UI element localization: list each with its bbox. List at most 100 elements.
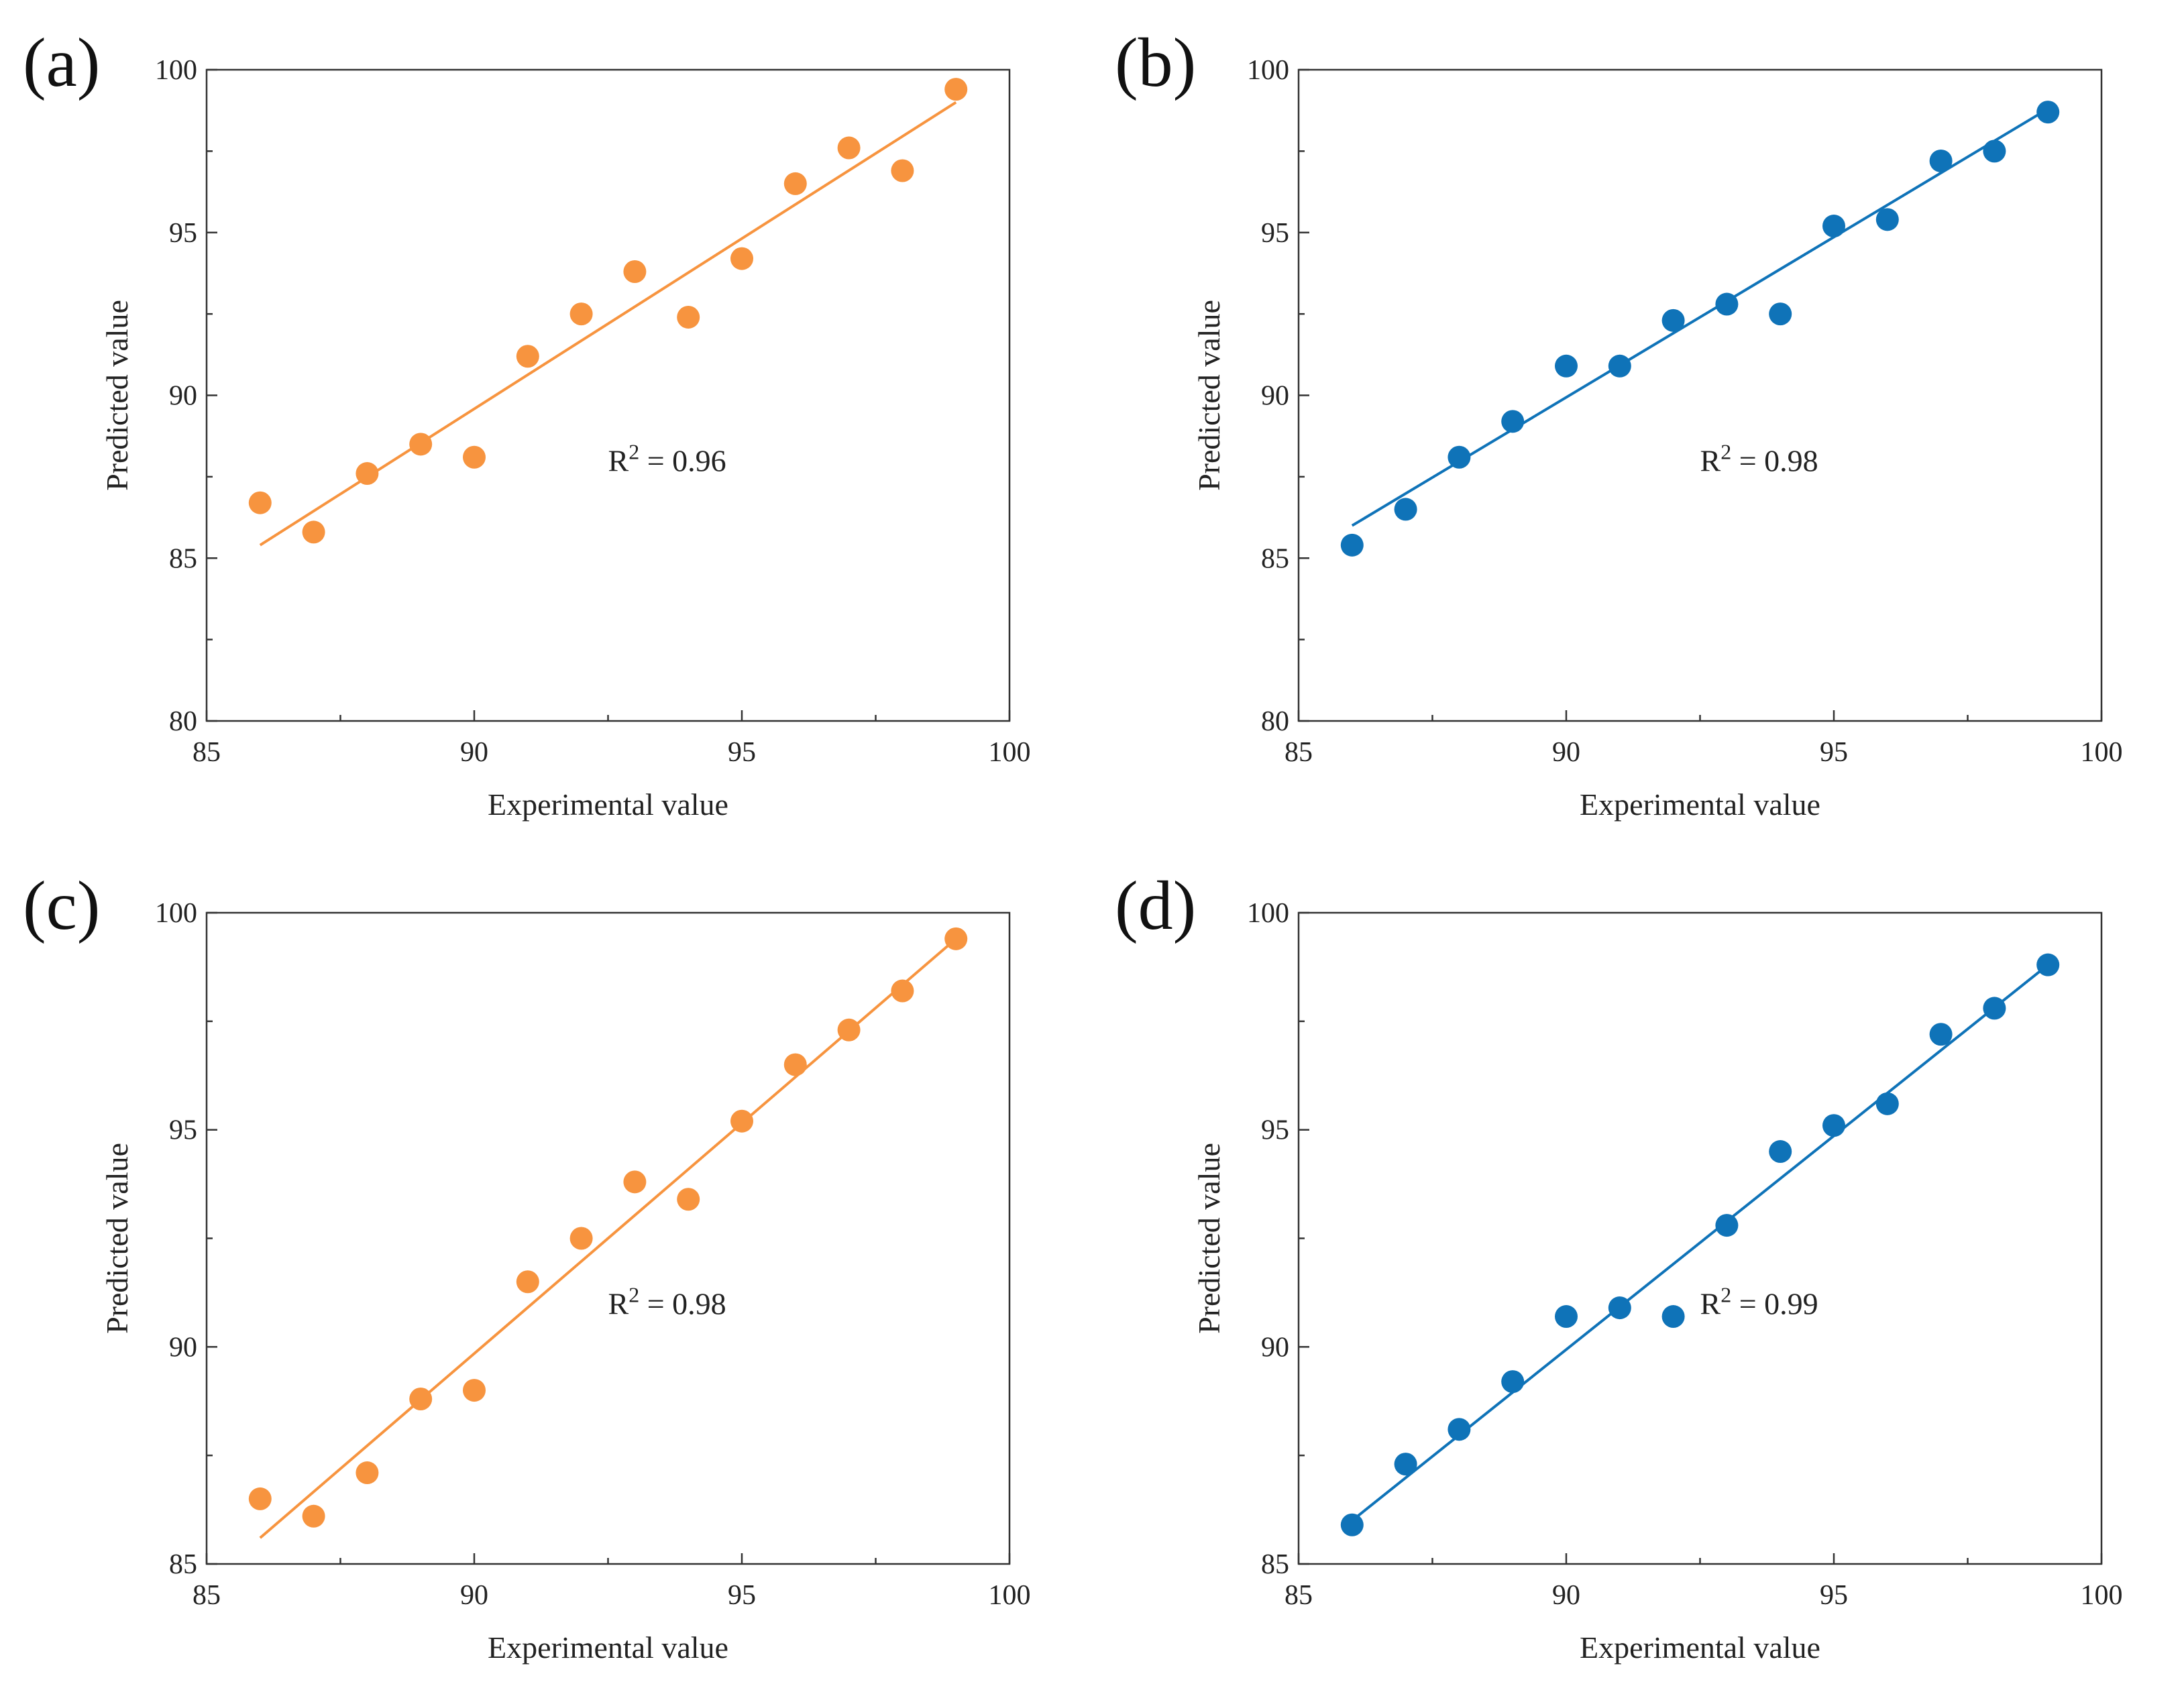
x-tick-label: 100 — [989, 737, 1031, 768]
data-point — [1501, 1370, 1525, 1394]
data-point — [409, 433, 433, 456]
x-tick-label: 95 — [728, 1580, 756, 1611]
data-point — [1501, 410, 1525, 433]
data-point — [1822, 1114, 1845, 1137]
data-point — [1715, 292, 1739, 316]
data-point — [1983, 997, 2006, 1020]
data-point — [1608, 354, 1631, 378]
y-tick-label: 80 — [169, 706, 197, 737]
data-point — [2036, 101, 2060, 124]
chart-svg-c: 85 90 95 100 85 90 95 100 Experimental value Pred… — [23, 867, 1031, 1665]
data-point — [463, 445, 486, 469]
y-axis-label: Predicted value — [1192, 300, 1226, 491]
r-squared-value: = 0.98 — [1731, 444, 1818, 478]
x-tick-label: 100 — [2081, 1580, 2123, 1611]
chart-panel-c: 85 90 95 100 85 90 95 100 Experimental value Pred… — [0, 843, 1092, 1686]
data-point — [1875, 208, 1899, 231]
x-tick-label: 85 — [1285, 737, 1313, 768]
y-tick-label: 100 — [155, 55, 197, 86]
data-point — [1340, 533, 1364, 557]
data-point — [1983, 139, 2006, 163]
plot-frame — [205, 68, 1011, 722]
x-axis-label: Experimental value — [1580, 1630, 1820, 1665]
data-point — [516, 1270, 539, 1294]
r-squared-value: = 0.98 — [639, 1287, 726, 1321]
x-tick-label: 100 — [2081, 737, 2123, 768]
r-squared-symbol: R — [608, 444, 629, 478]
data-point — [891, 979, 914, 1003]
y-axis-label: Predicted value — [100, 1143, 134, 1334]
data-point — [248, 1487, 272, 1510]
data-point — [569, 302, 593, 326]
y-tick-label: 85 — [1261, 543, 1289, 574]
x-tick-label: 95 — [728, 737, 756, 768]
data-point — [730, 247, 753, 270]
data-point — [1769, 1140, 1792, 1164]
x-tick-label: 95 — [1820, 737, 1848, 768]
x-axis-label: Experimental value — [488, 1630, 728, 1665]
y-tick-label: 90 — [169, 381, 197, 412]
data-point — [1875, 1092, 1899, 1115]
data-point — [730, 1109, 753, 1133]
x-tick-label: 95 — [1820, 1580, 1848, 1611]
panel-label: (a) — [23, 24, 100, 101]
data-point — [837, 136, 861, 160]
data-point — [1394, 1453, 1417, 1476]
y-tick-label: 80 — [1261, 706, 1289, 737]
panel-label: (c) — [23, 867, 100, 944]
data-point — [1929, 1023, 1953, 1046]
x-tick-label: 90 — [460, 1580, 488, 1611]
data-point — [569, 1227, 593, 1250]
x-tick-label: 85 — [193, 1580, 221, 1611]
data-point — [891, 159, 914, 182]
y-tick-label: 100 — [1247, 55, 1289, 86]
y-tick-label: 85 — [169, 1549, 197, 1580]
x-axis-label: Experimental value — [488, 787, 728, 822]
data-point — [1929, 149, 1953, 172]
plot-frame — [1297, 68, 2103, 722]
r-squared-superscript: 2 — [629, 440, 639, 464]
y-tick-label: 85 — [169, 543, 197, 574]
y-tick-label: 90 — [169, 1332, 197, 1363]
fit-line — [259, 938, 957, 1539]
x-tick-label: 85 — [1285, 1580, 1313, 1611]
data-point — [356, 1461, 379, 1485]
y-tick-label: 95 — [1261, 1115, 1289, 1146]
panel-label: (d) — [1115, 867, 1196, 944]
y-tick-label: 85 — [1261, 1549, 1289, 1580]
data-point — [463, 1379, 486, 1402]
x-tick-label: 90 — [1552, 1580, 1580, 1611]
chart-panel-a: 85 90 95 100 80 85 90 95 100 Experimental value Pr… — [0, 0, 1092, 843]
data-point — [409, 1388, 433, 1411]
data-point — [302, 520, 325, 544]
y-tick-label: 90 — [1261, 1332, 1289, 1363]
r-squared-label: R2 = 0.98 — [608, 1283, 726, 1321]
y-tick-label: 95 — [169, 218, 197, 249]
data-point — [1555, 1305, 1578, 1329]
data-point — [1448, 445, 1471, 469]
data-point — [1608, 1296, 1631, 1320]
x-tick-label: 90 — [460, 737, 488, 768]
data-point — [623, 1170, 647, 1194]
r-squared-symbol: R — [1700, 444, 1721, 478]
r-squared-label: R2 = 0.99 — [1700, 1283, 1818, 1321]
data-point — [1661, 308, 1685, 332]
data-point — [248, 491, 272, 514]
r-squared-superscript: 2 — [629, 1283, 639, 1307]
chart-svg-d: 85 90 95 100 85 90 95 100 Experimental value Pred… — [1115, 867, 2123, 1665]
r-squared-symbol: R — [1700, 1287, 1721, 1321]
data-point — [302, 1504, 325, 1528]
x-tick-label: 100 — [989, 1580, 1031, 1611]
y-tick-label: 95 — [1261, 218, 1289, 249]
y-axis-label: Predicted value — [1192, 1143, 1226, 1334]
data-point — [623, 260, 647, 284]
chart-panel-b: 85 90 95 100 80 85 90 95 100 Experimental value Pr… — [1092, 0, 2184, 843]
data-point — [1448, 1418, 1471, 1441]
x-tick-label: 85 — [193, 737, 221, 768]
y-tick-label: 90 — [1261, 381, 1289, 412]
data-point — [677, 1188, 700, 1211]
r-squared-superscript: 2 — [1721, 1283, 1731, 1307]
y-tick-label: 95 — [169, 1115, 197, 1146]
x-axis-label: Experimental value — [1580, 787, 1820, 822]
